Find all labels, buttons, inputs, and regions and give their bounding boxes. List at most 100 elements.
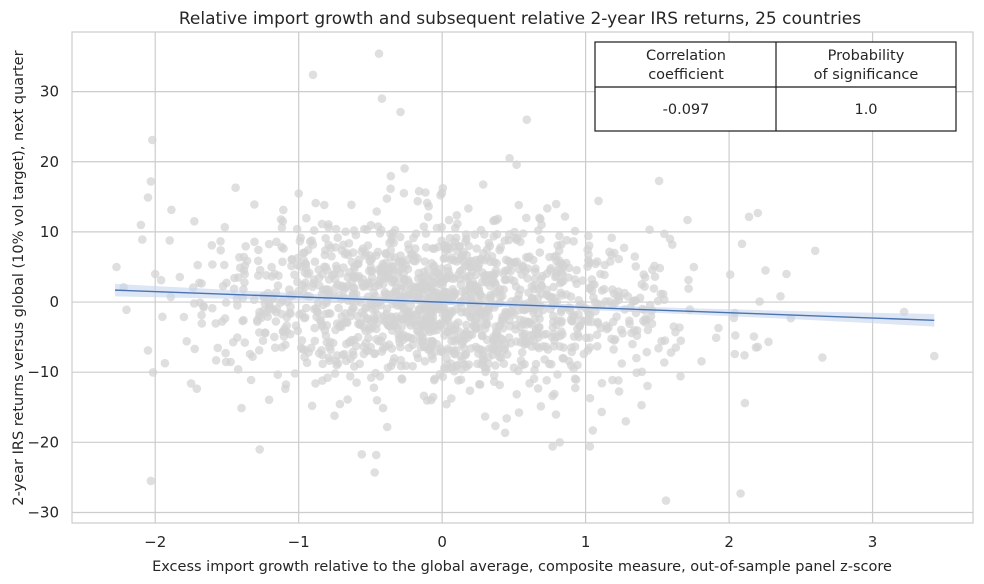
data-point xyxy=(260,299,270,308)
data-point xyxy=(148,368,158,377)
data-point xyxy=(311,379,320,388)
data-point xyxy=(364,333,373,343)
data-point xyxy=(533,226,543,235)
data-point xyxy=(555,342,565,351)
data-point xyxy=(237,403,246,413)
data-point xyxy=(213,343,223,353)
data-point xyxy=(810,246,820,256)
data-point xyxy=(413,196,423,206)
data-point xyxy=(406,333,416,343)
stats-header-correlation: Correlation coefficient xyxy=(646,48,726,83)
data-point xyxy=(473,263,483,272)
x-axis-title: Excess import growth relative to the glo… xyxy=(152,559,892,575)
data-point xyxy=(287,261,296,271)
data-point xyxy=(585,343,595,352)
data-point xyxy=(466,344,476,353)
data-point xyxy=(555,438,565,447)
data-point xyxy=(930,351,939,361)
data-point xyxy=(420,357,430,366)
data-point xyxy=(397,375,407,384)
data-point xyxy=(436,344,446,354)
data-point xyxy=(414,274,423,283)
data-point xyxy=(661,496,671,505)
data-point xyxy=(416,342,426,352)
data-point xyxy=(555,231,564,241)
data-point xyxy=(533,329,542,339)
data-point xyxy=(551,199,561,209)
data-point xyxy=(470,230,480,239)
data-point xyxy=(192,384,202,394)
data-point xyxy=(167,205,176,215)
data-point xyxy=(452,211,462,220)
data-point xyxy=(515,305,524,315)
data-point xyxy=(396,330,405,340)
data-point xyxy=(371,450,381,460)
data-point xyxy=(233,365,243,374)
data-point xyxy=(564,356,574,366)
data-point xyxy=(457,252,467,262)
data-point xyxy=(428,340,438,350)
data-point xyxy=(569,364,578,373)
data-point xyxy=(349,226,359,235)
data-point xyxy=(583,245,592,254)
data-point xyxy=(136,220,146,230)
stats-header-probability: Probability of significance xyxy=(814,48,919,83)
data-point xyxy=(318,300,328,310)
data-point xyxy=(637,367,647,377)
data-point xyxy=(605,247,614,257)
data-point xyxy=(511,233,520,243)
data-point xyxy=(325,337,335,347)
data-point xyxy=(557,268,566,277)
data-point xyxy=(459,330,469,340)
data-point xyxy=(182,337,191,346)
data-point xyxy=(645,225,654,234)
data-point xyxy=(261,328,270,338)
data-point xyxy=(348,347,358,357)
data-point xyxy=(248,352,257,362)
data-point xyxy=(472,244,481,253)
data-point xyxy=(302,213,311,223)
data-point xyxy=(165,236,174,245)
data-point xyxy=(421,272,430,281)
data-point xyxy=(442,313,452,323)
data-point xyxy=(408,361,418,371)
data-point xyxy=(549,342,559,351)
data-point xyxy=(382,194,392,203)
data-point xyxy=(570,342,580,351)
data-point xyxy=(331,261,341,271)
data-point xyxy=(491,322,501,331)
data-point xyxy=(386,253,395,262)
data-point xyxy=(380,274,390,283)
data-point xyxy=(579,349,589,359)
data-point xyxy=(567,316,577,326)
data-point xyxy=(516,356,526,365)
data-point xyxy=(321,309,330,319)
data-point xyxy=(614,387,624,396)
data-point xyxy=(342,339,351,349)
data-point xyxy=(311,198,321,208)
data-point xyxy=(470,280,479,290)
data-point xyxy=(408,340,418,350)
data-point xyxy=(376,336,386,346)
data-point xyxy=(451,233,461,243)
data-point xyxy=(495,352,504,362)
data-point xyxy=(279,244,288,253)
data-point xyxy=(459,343,469,353)
data-point xyxy=(625,319,634,329)
y-tick-label: −30 xyxy=(27,503,59,521)
data-point xyxy=(478,180,488,189)
data-point xyxy=(471,270,481,280)
data-point xyxy=(411,229,421,238)
data-point xyxy=(432,223,442,233)
data-point xyxy=(197,319,207,328)
data-point xyxy=(485,293,494,303)
data-point xyxy=(607,233,616,243)
data-point xyxy=(378,403,388,413)
data-point xyxy=(449,291,458,301)
data-point xyxy=(282,313,292,322)
data-point xyxy=(341,227,350,236)
data-point xyxy=(443,263,453,273)
data-point xyxy=(359,349,369,359)
data-point xyxy=(197,310,206,320)
data-point xyxy=(551,272,560,282)
